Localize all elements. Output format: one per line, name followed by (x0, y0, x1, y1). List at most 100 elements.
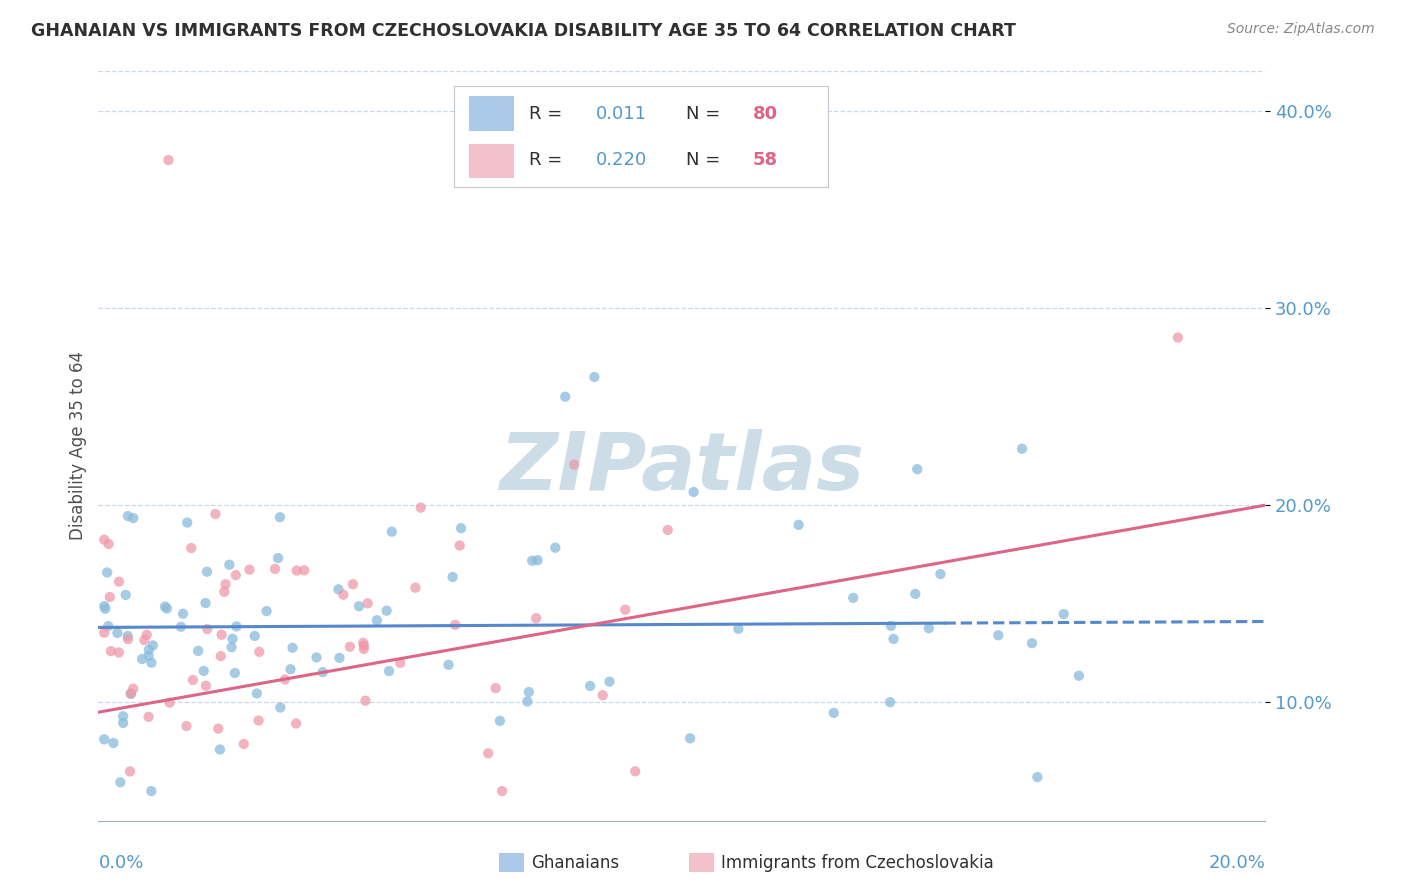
Point (256, 604, 278, 618)
Text: 0.0%: 0.0% (98, 855, 143, 872)
Text: Immigrants from Czechoslovakia: Immigrants from Czechoslovakia (721, 854, 994, 871)
Point (437, 657, 460, 672)
Point (328, 651, 350, 665)
Point (904, 587, 927, 601)
Point (157, 153, 180, 167)
Point (181, 673, 204, 687)
Point (517, 685, 540, 699)
Point (120, 687, 142, 701)
Point (98, 590, 121, 604)
Point (562, 458, 585, 472)
Point (269, 510, 291, 524)
Point (366, 613, 388, 627)
Point (214, 584, 236, 599)
Point (100, 644, 122, 658)
Text: Source: ZipAtlas.com: Source: ZipAtlas.com (1227, 22, 1375, 37)
Point (238, 563, 260, 577)
Point (117, 629, 139, 643)
Point (267, 551, 290, 566)
Point (823, 706, 845, 720)
Point (1067, 669, 1090, 683)
Point (156, 601, 179, 615)
Point (516, 694, 538, 708)
Point (905, 462, 928, 476)
Point (328, 582, 350, 597)
Point (93, 732, 115, 747)
Point (332, 588, 354, 602)
Point (117, 509, 139, 524)
Point (450, 521, 472, 535)
Point (526, 553, 548, 567)
Point (842, 591, 865, 605)
Point (246, 686, 269, 700)
Point (134, 633, 156, 648)
Point (524, 611, 547, 625)
Point (727, 622, 749, 636)
Point (176, 516, 198, 530)
Point (96, 566, 118, 580)
Point (138, 710, 160, 724)
Point (221, 632, 243, 646)
Point (592, 688, 614, 702)
Text: GHANAIAN VS IMMIGRANTS FROM CZECHOSLOVAKIA DISABILITY AGE 35 TO 64 CORRELATION C: GHANAIAN VS IMMIGRANTS FROM CZECHOSLOVAK… (31, 22, 1015, 40)
Point (679, 731, 702, 746)
Point (292, 563, 315, 577)
Point (131, 652, 153, 666)
Y-axis label: Disability Age 35 to 64: Disability Age 35 to 64 (69, 351, 87, 541)
Point (117, 632, 139, 647)
Point (225, 568, 247, 582)
Point (135, 628, 157, 642)
Point (194, 596, 217, 610)
Point (97, 537, 120, 551)
Point (269, 700, 291, 714)
Point (352, 636, 374, 650)
Point (285, 716, 308, 731)
Point (489, 714, 512, 728)
Point (112, 715, 135, 730)
Point (114, 588, 136, 602)
Point (614, 603, 637, 617)
Point (389, 656, 412, 670)
Point (108, 645, 131, 659)
Point (404, 581, 426, 595)
Point (176, 719, 198, 733)
Point (579, 679, 602, 693)
Point (195, 565, 218, 579)
Point (141, 784, 163, 798)
Point (138, 642, 160, 657)
Point (682, 485, 704, 500)
Point (110, 775, 132, 789)
Point (138, 648, 160, 663)
Point (339, 640, 361, 654)
Point (378, 664, 401, 678)
Point (94, 601, 117, 615)
Point (598, 674, 620, 689)
Point (207, 722, 229, 736)
Point (159, 696, 181, 710)
Point (93, 625, 115, 640)
Point (187, 644, 209, 658)
Point (375, 604, 398, 618)
Point (285, 564, 308, 578)
Point (170, 620, 193, 634)
Point (305, 650, 328, 665)
Point (208, 742, 231, 756)
Point (353, 642, 375, 657)
Point (142, 639, 165, 653)
Point (987, 628, 1010, 642)
Point (221, 640, 243, 655)
Point (1021, 636, 1043, 650)
Point (554, 390, 576, 404)
Point (204, 507, 226, 521)
Point (353, 639, 375, 653)
Point (918, 621, 941, 635)
Point (1167, 330, 1189, 344)
Point (477, 746, 499, 760)
Point (232, 737, 254, 751)
Point (624, 764, 647, 779)
Point (247, 714, 270, 728)
Point (491, 784, 513, 798)
Point (120, 686, 142, 700)
Point (583, 370, 606, 384)
Point (929, 567, 952, 582)
